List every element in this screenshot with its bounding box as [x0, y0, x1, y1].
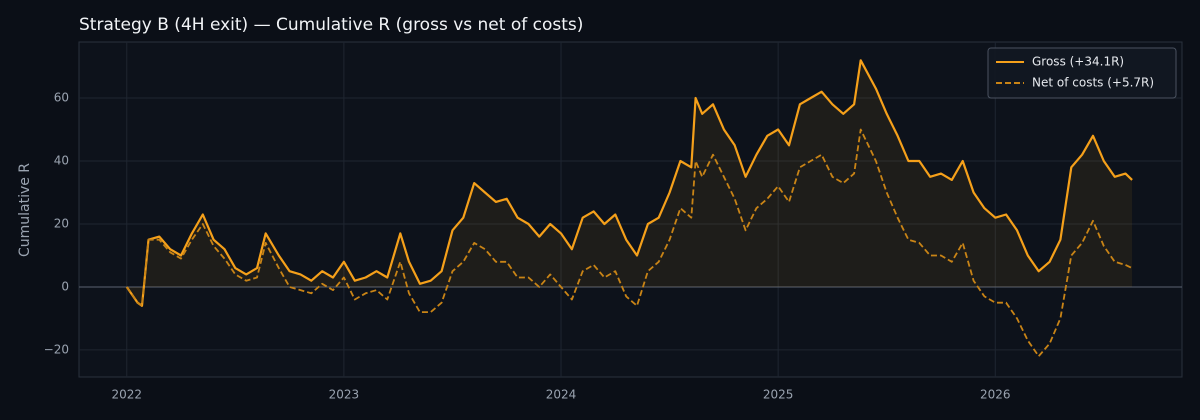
x-tick-label: 2023 [329, 388, 360, 402]
series-line [125, 59, 1133, 307]
legend-label: Net of costs (+5.7R) [1032, 76, 1154, 90]
y-tick-label: 20 [54, 216, 69, 230]
chart-title: Strategy B (4H exit) — Cumulative R (gro… [79, 15, 583, 35]
legend-box [987, 47, 1177, 99]
legend-label: Gross (+34.1R) [1032, 55, 1124, 69]
y-tick-label: −20 [44, 342, 69, 356]
y-tick-label: 60 [54, 91, 69, 105]
x-tick-label: 2024 [546, 388, 577, 402]
x-tick-label: 2026 [980, 388, 1011, 402]
x-tick-label: 2022 [111, 388, 142, 402]
series-line [126, 128, 1133, 358]
x-tick-label: 2025 [763, 388, 794, 402]
y-axis-label: Cumulative R [17, 163, 33, 257]
y-tick-label: 0 [61, 279, 69, 293]
y-tick-label: 40 [54, 154, 69, 168]
legend: Gross (+34.1R) Net of costs (+5.7R) [987, 47, 1177, 99]
area-fill [126, 60, 1133, 306]
